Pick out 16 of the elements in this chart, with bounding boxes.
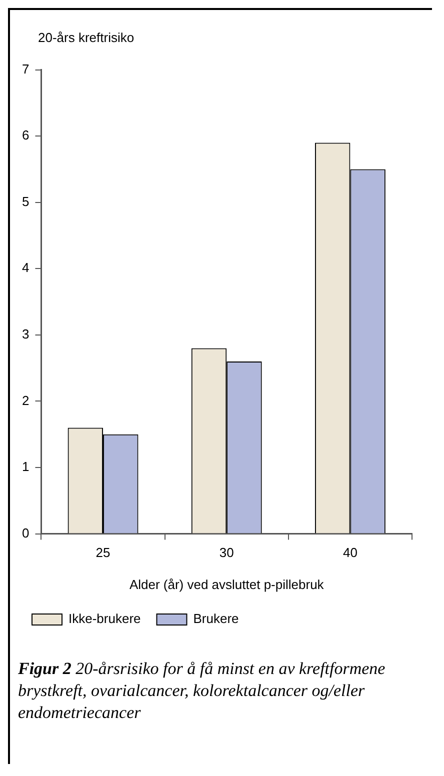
y-tick-label: 4 (22, 260, 30, 276)
x-tick-label: 25 (96, 545, 110, 560)
x-tick-label: 40 (342, 545, 358, 560)
y-axis-title: 20-års kreftrisiko (38, 30, 134, 45)
legend-label: Brukere (193, 611, 239, 626)
y-tick-label: 2 (22, 392, 30, 408)
y-tick-label: 1 (22, 459, 30, 474)
legend-label: Ikke-brukere (68, 611, 141, 626)
y-tick-label: 6 (22, 128, 30, 143)
y-tick-label: 7 (22, 61, 30, 76)
y-tick-label: 3 (22, 326, 30, 342)
y-tick-label: 0 (22, 525, 30, 540)
x-tick-label: 30 (219, 545, 234, 560)
x-axis-title: Alder (år) ved avsluttet p-pillebruk (129, 576, 324, 592)
text: Figur 2 20-årsrisiko for å få minst en av kreftformene brystkreft, ovarialcancer, kolorektalcancer og/eller endometriecancer (18, 658, 386, 724)
y-tick-label: 5 (22, 194, 30, 209)
